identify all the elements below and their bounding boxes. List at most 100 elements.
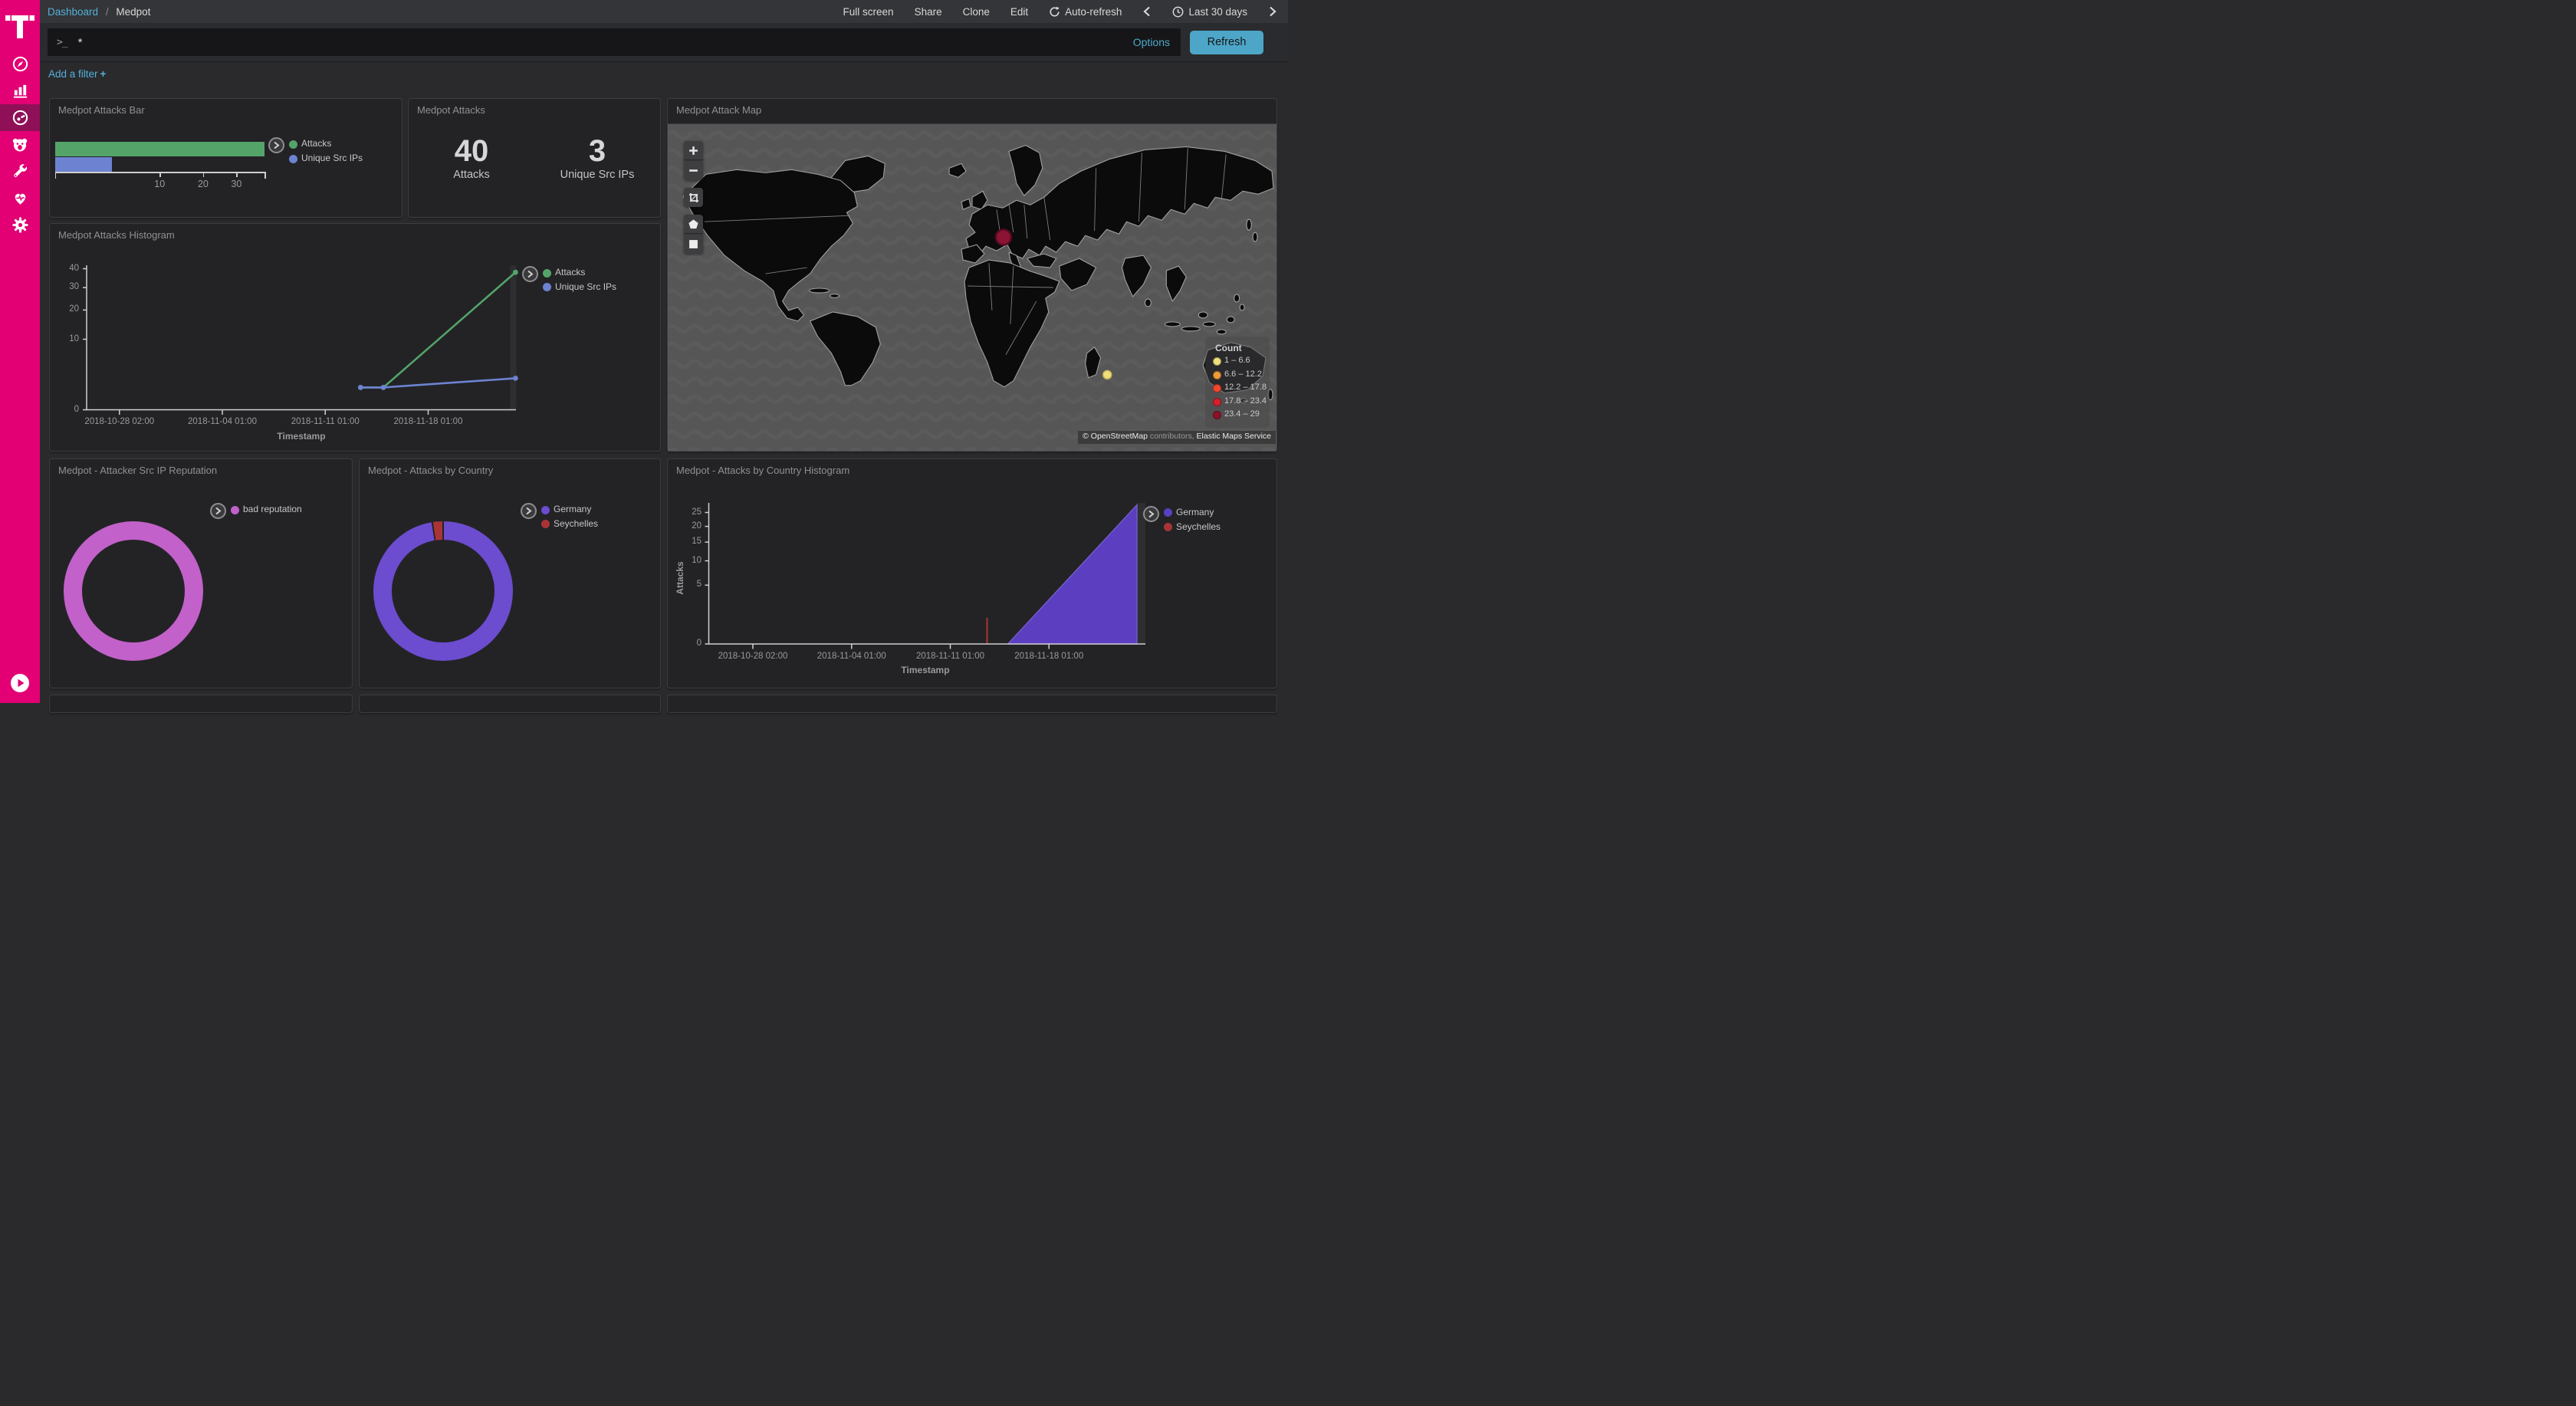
- legend-toggle-button[interactable]: [1143, 505, 1159, 522]
- sidebar-item-dashboard[interactable]: [0, 104, 40, 131]
- query-input[interactable]: >_ * Options: [48, 28, 1181, 56]
- chevron-right-icon: [274, 141, 280, 149]
- chevron-right-icon: [527, 270, 534, 278]
- legend-toggle-button[interactable]: [268, 137, 284, 153]
- legend-item-unique-src-ips[interactable]: Unique Src IPs: [555, 281, 617, 292]
- time-forward-button[interactable]: [1268, 6, 1277, 17]
- legend-toggle-button[interactable]: [521, 503, 537, 519]
- map-zoom-in-button[interactable]: [684, 141, 703, 160]
- legend-item-attacks[interactable]: Attacks: [301, 138, 332, 149]
- sidebar-item-management[interactable]: [0, 212, 40, 238]
- breadcrumb-dashboard-link[interactable]: Dashboard: [48, 5, 99, 18]
- chevron-right-icon: [1148, 510, 1155, 517]
- map-zoom-out-button[interactable]: [684, 161, 703, 180]
- tick-label: 2018-10-28 02:00: [84, 417, 155, 426]
- world-map[interactable]: [668, 123, 1276, 452]
- data-point[interactable]: [357, 385, 363, 390]
- play-icon: [11, 674, 29, 692]
- plus-icon: [689, 146, 698, 155]
- series-area-germany[interactable]: [1007, 503, 1138, 645]
- chevron-right-icon: [215, 507, 222, 515]
- full-screen-label: Full screen: [843, 5, 894, 18]
- series-line-attacks[interactable]: [359, 271, 517, 389]
- donut-hole: [81, 539, 185, 642]
- sidebar-item-visualize[interactable]: [0, 77, 40, 104]
- legend-range: 17.8 – 23.4: [1224, 396, 1267, 406]
- legend-item-attacks[interactable]: Attacks: [555, 267, 586, 278]
- legend-dot-attacks: [289, 140, 297, 149]
- axis-end-tick: [264, 172, 266, 179]
- legend-toggle-button[interactable]: [210, 503, 226, 519]
- sidebar-item-dev-tools[interactable]: [0, 158, 40, 185]
- chevron-left-icon: [1143, 6, 1151, 17]
- data-point[interactable]: [513, 376, 518, 381]
- tick-label: 2018-11-18 01:00: [1014, 652, 1084, 661]
- edit-button[interactable]: Edit: [1010, 6, 1028, 18]
- breadcrumb-current: Medpot: [116, 5, 151, 18]
- sidebar-item-tpot[interactable]: [0, 131, 40, 158]
- axes: [86, 265, 516, 411]
- panel-stub: [359, 695, 661, 713]
- panel-title: Medpot Attacks Histogram: [58, 229, 175, 241]
- tick-label: 10: [692, 555, 702, 565]
- bar-unique-src-ips[interactable]: [54, 156, 113, 172]
- legend-dot-attacks: [543, 268, 551, 278]
- line-chart-svg: [83, 265, 518, 415]
- auto-refresh-button[interactable]: Auto-refresh: [1049, 6, 1122, 18]
- query-options-link[interactable]: Options: [1132, 36, 1170, 48]
- tick-label: 15: [692, 537, 702, 547]
- map-fit-bounds-button[interactable]: [684, 188, 703, 207]
- legend-dot-unique-src-ips: [543, 283, 551, 291]
- legend-item-germany[interactable]: Germany: [554, 504, 592, 514]
- map-point-seychelles[interactable]: [1102, 370, 1112, 380]
- clock-icon: [1173, 6, 1184, 17]
- panel-title: Medpot - Attacks by Country: [368, 465, 494, 476]
- series-spike-seychelles[interactable]: [986, 617, 988, 644]
- sidebar-item-discover[interactable]: [0, 51, 40, 77]
- legend-dot-seychelles: [1164, 523, 1172, 531]
- tick-label: 2018-11-18 01:00: [393, 417, 463, 426]
- minus-icon: [689, 169, 698, 172]
- axis-tick: [159, 172, 161, 177]
- legend-dot: [1213, 370, 1221, 379]
- donut-chart[interactable]: [63, 521, 203, 661]
- full-screen-button[interactable]: Full screen: [843, 6, 894, 18]
- legend-item-seychelles[interactable]: Seychelles: [1176, 521, 1221, 532]
- donut-hole: [392, 539, 495, 642]
- legend-toggle-button[interactable]: [522, 266, 538, 282]
- legend-item-bad-reputation[interactable]: bad reputation: [243, 504, 302, 514]
- attacks-metric: 40 Attacks 3 Unique Src IPs: [409, 99, 660, 217]
- map-point-western-europe-germany-[interactable]: [994, 228, 1013, 246]
- breadcrumb: Dashboard / Medpot: [48, 6, 150, 18]
- refresh-button[interactable]: Refresh: [1190, 30, 1263, 54]
- share-button[interactable]: Share: [915, 6, 942, 18]
- sidebar-collapse-button[interactable]: [10, 673, 30, 693]
- donut-chart[interactable]: [373, 521, 513, 661]
- legend-item-germany[interactable]: Germany: [1176, 506, 1214, 517]
- elastic-maps-service-link[interactable]: Elastic Maps Service: [1196, 432, 1271, 441]
- clone-button[interactable]: Clone: [963, 6, 990, 18]
- telekom-logo[interactable]: [5, 6, 35, 40]
- openstreetmap-link[interactable]: © OpenStreetMap: [1083, 432, 1148, 441]
- attacks-by-country-chart: Germany Seychelles: [360, 459, 660, 688]
- top-nav: Dashboard / Medpot Full screen Share Clo…: [40, 0, 1288, 23]
- sidebar-item-monitoring[interactable]: [0, 185, 40, 212]
- legend-item-seychelles[interactable]: Seychelles: [554, 517, 599, 529]
- legend-item-unique-src-ips[interactable]: Unique Src IPs: [301, 153, 363, 163]
- gauge-icon: [12, 110, 28, 126]
- time-range-button[interactable]: Last 30 days: [1172, 6, 1247, 18]
- metric-attacks-label: Attacks: [453, 169, 490, 181]
- map-draw-polygon-button[interactable]: [684, 215, 703, 234]
- legend-range: 6.6 – 12.2: [1224, 369, 1262, 379]
- map-draw-rectangle-button[interactable]: [684, 235, 703, 254]
- compass-icon: [12, 56, 28, 72]
- panel-attacks-histogram: Medpot Attacks Histogram 0 10 20 30 40 2018-1…: [49, 223, 661, 452]
- time-back-button[interactable]: [1142, 6, 1152, 17]
- panel-country-histogram: Medpot - Attacks by Country Histogram 0 5…: [667, 458, 1277, 688]
- data-point[interactable]: [513, 269, 518, 275]
- tick-label: 5: [696, 580, 702, 590]
- data-point[interactable]: [380, 385, 386, 390]
- add-filter-link[interactable]: Add a filter +: [48, 68, 106, 80]
- edit-label: Edit: [1010, 5, 1029, 18]
- bar-attacks[interactable]: [54, 142, 264, 156]
